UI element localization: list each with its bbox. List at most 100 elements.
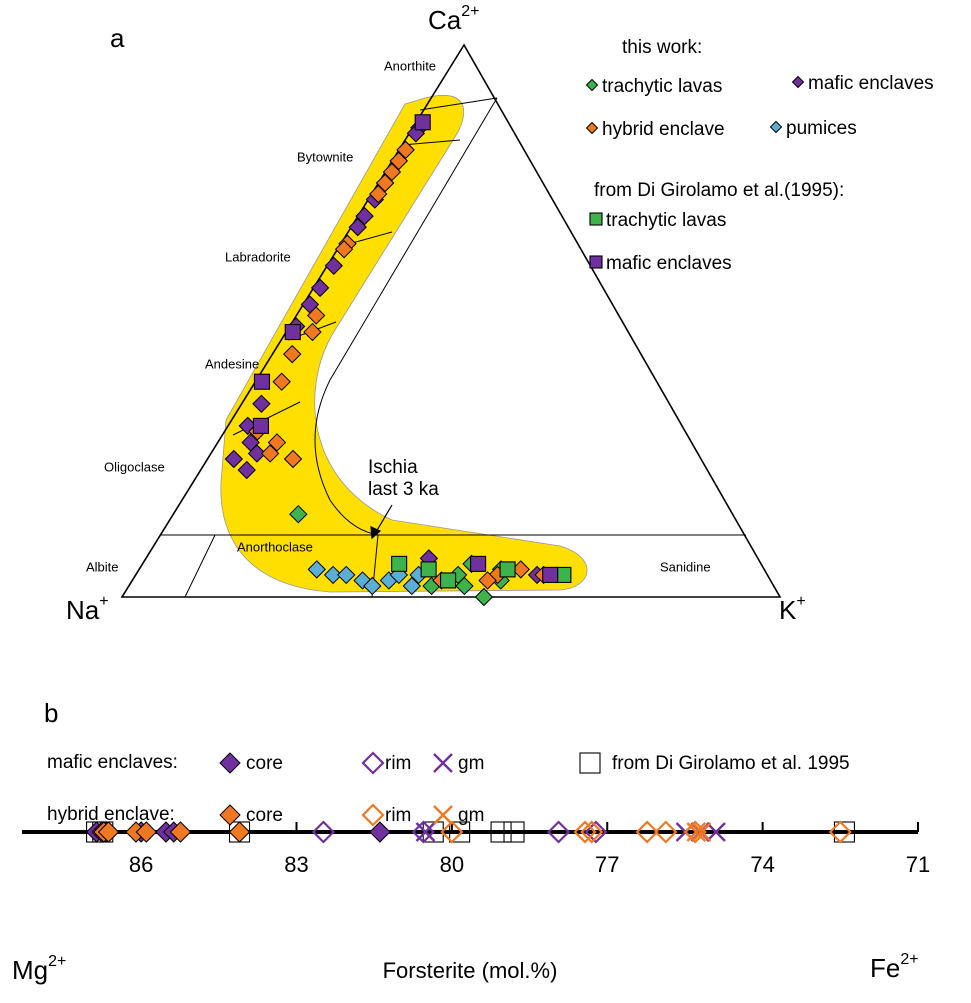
label-text: Na [66,595,100,625]
diamond-marker [324,256,343,276]
diamond-marker [635,820,659,844]
legend-marker [589,212,603,226]
diamond-marker [307,560,326,579]
diamond-marker [369,184,388,204]
square-marker [420,561,437,578]
legend-group: this work: [622,37,702,58]
square-marker [470,555,487,572]
legend-marker [791,75,805,89]
plot-layer: Ca2+Na+ K+AnorthiteBytowniteLabradoriteAn… [12,3,934,985]
label-sup: 2+ [900,951,918,968]
square-marker [503,821,525,843]
diamond-marker [306,306,326,325]
legend-marker [433,753,453,773]
diamond-marker [828,820,852,844]
square-marker [252,417,269,434]
legend-marker [579,752,601,774]
x-tick-label: 71 [906,852,930,877]
legend-label: trachytic lavas [606,210,726,231]
label-text: Ca [428,5,462,35]
diamond-marker [323,565,343,585]
x-tick-label: 74 [750,852,774,877]
label-text: Mg [12,955,48,985]
legend-label: core [246,805,283,826]
field-label: Labradorite [225,249,291,264]
legend-group: mafic enclaves: [47,752,178,773]
cross-marker [415,822,436,842]
field-label: Albite [86,559,119,574]
diamond-marker [573,820,597,844]
legend-group: from Di Girolamo et al.(1995): [594,180,844,201]
legend-marker [219,752,241,774]
square-marker [833,821,856,843]
label-text: Fe [870,953,900,983]
x-tick-label: 83 [284,852,308,877]
square-marker [490,821,512,843]
field-label: Oligoclase [104,459,165,474]
cross-marker [691,822,712,842]
annotation: Ischia [368,457,418,478]
square-marker [414,114,431,131]
diamond-marker [375,173,395,193]
diamond-marker [337,565,356,585]
cross-marker [686,822,707,842]
panel-label: b [44,698,58,728]
panel-label: a [110,23,125,53]
diamond-marker [224,449,244,469]
legend-marker [585,121,599,135]
diamond-marker [260,444,280,463]
diamond-marker [402,576,421,596]
diamond-marker [389,151,408,171]
diamond-marker [303,322,322,342]
diamond-marker [355,206,374,226]
diamond-marker [267,433,287,452]
label-text: K [779,595,797,625]
diamond-marker [580,820,604,844]
square-marker [391,555,408,572]
legend-label: hybrid enclave [602,119,725,140]
x-axis-label: Forsterite (mol.%) [383,958,558,983]
diamond-marker [97,821,120,843]
diamond-marker [237,460,256,480]
diamond-marker [283,449,303,469]
legend-label: rim [385,805,411,826]
square-marker [499,561,516,578]
field-label: Anorthite [384,58,436,73]
legend-marker [769,120,783,134]
x-tick-label: 80 [440,852,464,877]
diamond-marker [654,820,678,844]
diamond-marker [135,821,158,843]
x-tick-label: 86 [129,852,153,877]
legend-marker [219,804,241,826]
legend-marker [433,805,453,825]
field-label: Anorthoclase [237,539,313,554]
legend-label: mafic enclaves [808,73,934,94]
vertex-label: Ca2+ [428,3,480,35]
legend-label: gm [458,805,484,826]
square-marker [449,821,471,843]
diamond-marker [247,444,267,463]
legend-label: trachytic lavas [602,76,722,97]
diamond-marker [252,394,271,414]
vertex-label: K+ [779,593,806,625]
diamond-marker [382,162,402,182]
diamond-marker [310,278,330,298]
square-marker [440,572,457,589]
diamond-marker [474,587,494,607]
annotation: last 3 ka [368,479,439,500]
legend-marker [585,78,599,92]
square-marker [284,323,301,341]
diamond-marker [396,140,415,160]
legend-marker [361,751,385,775]
legend-marker [361,803,385,827]
legend-label: rim [385,753,411,774]
field-label: Andesine [205,356,259,371]
diamond-marker [363,576,382,596]
diamond-marker [348,217,367,237]
cross-marker [706,822,726,842]
diamond-marker [169,821,192,843]
square-marker [542,566,559,583]
label-sup: + [99,593,108,610]
legend-label: gm [458,753,484,774]
